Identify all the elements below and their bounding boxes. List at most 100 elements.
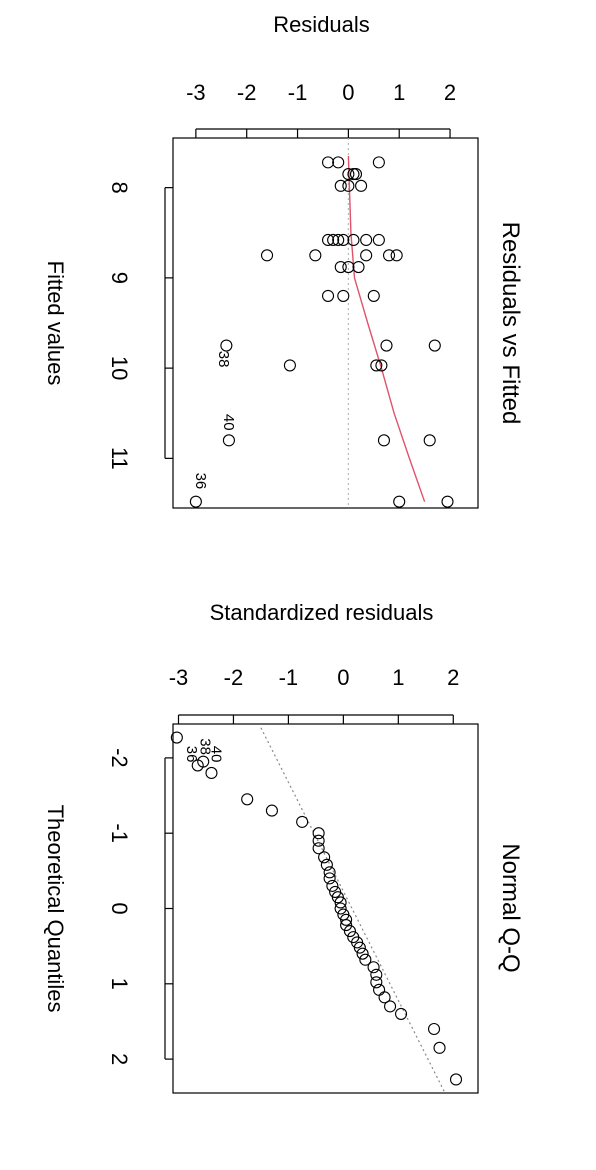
data-point <box>222 434 235 447</box>
data-point <box>326 879 339 892</box>
data-point <box>390 249 403 262</box>
y-tick-label: 2 <box>444 80 456 105</box>
data-point <box>433 1041 446 1054</box>
data-point <box>372 156 385 169</box>
data-point <box>423 434 436 447</box>
data-point <box>260 249 274 262</box>
data-point <box>170 731 183 744</box>
data-point <box>427 1022 441 1036</box>
data-point <box>312 827 325 840</box>
x-axis-title: Theoretical Quantiles <box>43 805 68 1013</box>
data-point <box>327 233 340 247</box>
y-tick-label: -3 <box>186 80 206 105</box>
data-point <box>340 919 353 932</box>
data-point <box>353 941 366 954</box>
data-point <box>309 249 322 262</box>
x-tick-label: -2 <box>107 748 132 768</box>
data-point <box>337 233 350 247</box>
data-point <box>241 793 254 806</box>
point-label: 36 <box>183 746 200 763</box>
data-point <box>220 339 233 352</box>
plot-frame <box>172 723 479 1094</box>
data-point <box>332 233 345 247</box>
y-tick-label: 2 <box>447 665 459 690</box>
plot-frame <box>172 137 479 509</box>
data-point <box>323 872 336 885</box>
data-point <box>428 339 441 352</box>
data-point <box>360 249 373 262</box>
data-point <box>372 233 385 247</box>
data-point <box>342 168 355 181</box>
y-tick-label: 0 <box>342 80 354 105</box>
x-tick-label: 8 <box>107 182 132 194</box>
data-point <box>378 991 391 1004</box>
data-point <box>373 983 386 996</box>
y-axis-title: Residuals <box>273 12 370 37</box>
data-point <box>441 495 454 508</box>
data-point <box>323 866 336 879</box>
data-point <box>342 179 355 192</box>
y-tick-label: -1 <box>288 80 308 105</box>
data-point <box>356 947 369 960</box>
data-point <box>375 359 388 372</box>
data-point <box>321 156 335 169</box>
y-tick-label: 1 <box>393 80 405 105</box>
x-tick-label: 11 <box>107 447 132 470</box>
data-point <box>370 976 383 989</box>
data-point <box>355 179 368 192</box>
data-point <box>449 1073 463 1086</box>
data-point <box>337 289 350 302</box>
data-point <box>312 834 325 847</box>
data-point <box>349 168 363 181</box>
data-point <box>334 896 347 909</box>
data-point <box>367 289 380 302</box>
x-axis-title: Fitted values <box>43 261 68 386</box>
x-tick-label: 0 <box>107 902 132 914</box>
point-label: 36 <box>192 473 209 490</box>
y-axis-title: Standardized residuals <box>210 600 434 625</box>
x-tick-label: 2 <box>107 1053 132 1065</box>
data-point <box>283 359 296 372</box>
y-tick-label: -1 <box>279 665 299 690</box>
chart-title: Normal Q-Q <box>497 843 524 972</box>
smooth-line <box>347 155 426 502</box>
data-point <box>318 851 331 864</box>
data-point <box>320 858 333 871</box>
y-tick-label: 0 <box>337 665 349 690</box>
data-point <box>393 495 406 508</box>
data-point <box>334 260 347 274</box>
x-tick-label: 9 <box>107 272 132 284</box>
chart-panel-1: 36 38 40 8 9 10 11 -3 -2 -1 0 1 2 Fitted values Residu… <box>43 12 524 509</box>
data-point <box>334 902 347 915</box>
data-point <box>382 249 396 262</box>
y-tick-label: 1 <box>392 665 404 690</box>
point-label: 40 <box>207 746 224 763</box>
data-point <box>189 495 202 508</box>
data-point <box>205 766 218 779</box>
point-label: 38 <box>196 738 213 755</box>
data-point <box>332 156 345 169</box>
data-point <box>370 968 383 981</box>
data-point <box>191 759 204 772</box>
x-tick-label: 10 <box>107 356 132 380</box>
data-point <box>360 233 373 247</box>
data-point <box>395 1007 408 1020</box>
data-point <box>367 961 380 974</box>
data-point <box>265 804 278 817</box>
data-point <box>359 953 372 966</box>
point-label: 38 <box>215 351 232 368</box>
data-point <box>342 260 355 274</box>
x-tick-label: 1 <box>107 978 132 990</box>
data-point <box>334 179 347 192</box>
data-point <box>352 260 365 274</box>
y-tick-label: -2 <box>237 80 257 105</box>
data-point <box>321 233 335 247</box>
data-point <box>340 913 353 926</box>
data-point <box>384 1000 397 1013</box>
data-point <box>347 233 360 247</box>
y-tick-label: -2 <box>224 665 244 690</box>
data-point <box>296 815 309 828</box>
data-point <box>312 842 325 855</box>
